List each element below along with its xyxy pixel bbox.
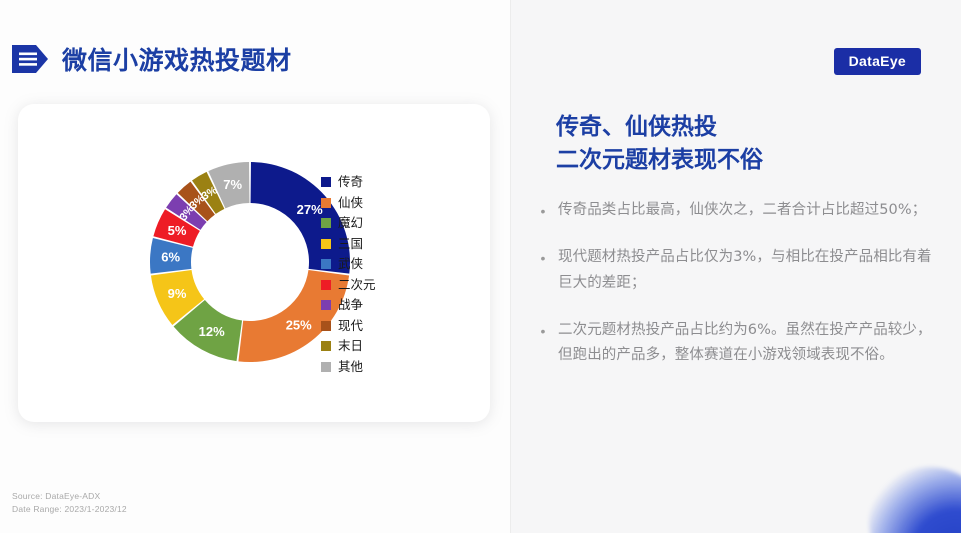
donut-slice-label: 5% [168, 223, 187, 238]
legend-item[interactable]: 其他 [321, 357, 431, 378]
panel-divider [510, 0, 511, 533]
insights-heading: 传奇、仙侠热投 二次元题材表现不俗 [556, 110, 763, 175]
legend-swatch-icon [321, 361, 331, 372]
legend-label: 传奇 [338, 174, 364, 189]
right-panel: DataEye 传奇、仙侠热投 二次元题材表现不俗 • 传奇品类占比最高，仙侠次之… [511, 0, 961, 533]
hamburger-badge-icon[interactable] [8, 37, 52, 81]
footnote-date-range: Date Range: 2023/1-2023/12 [12, 503, 127, 514]
slide-header: 微信小游戏热投题材 [0, 34, 292, 84]
legend-item[interactable]: 三国 [321, 234, 431, 255]
legend-label: 二次元 [338, 276, 376, 292]
donut-slice-label: 9% [168, 286, 187, 301]
donut-slice[interactable] [177, 181, 215, 222]
legend-label: 魔幻 [338, 215, 364, 230]
bullet-marker-icon: • [540, 203, 546, 219]
insight-bullet-text: 传奇品类占比最高，仙侠次之，二者合计占比超过50%； [558, 202, 927, 218]
legend-swatch-icon [321, 259, 331, 270]
donut-slice[interactable] [153, 209, 200, 247]
legend-item[interactable]: 末日 [321, 336, 431, 357]
donut-slice[interactable] [208, 162, 250, 209]
legend-label: 末日 [338, 338, 364, 353]
legend-item[interactable]: 战争 [321, 295, 431, 316]
legend-item[interactable]: 武侠 [321, 254, 431, 275]
legend-item[interactable]: 传奇 [321, 172, 431, 193]
insight-bullet-text: 现代题材热投产品占比仅为3%，与相比在投产品相比有着巨大的差距； [558, 249, 932, 291]
left-panel: 微信小游戏热投题材 27% 25% 12% 9% 6% 5% 3% 3% 3% 7% 传奇 仙侠 魔幻… [0, 34, 490, 516]
legend-swatch-icon [321, 300, 331, 311]
donut-slice-label: 27% [297, 202, 323, 217]
donut-slice[interactable] [166, 194, 207, 230]
legend-swatch-icon [321, 177, 331, 188]
legend-item[interactable]: 二次元 [321, 275, 431, 296]
donut-slice-label: 7% [223, 177, 242, 192]
insights-heading-line-1: 传奇、仙侠热投 [556, 113, 717, 139]
donut-slice[interactable] [192, 171, 225, 214]
legend-swatch-icon [321, 238, 331, 249]
bullet-marker-icon: • [540, 250, 546, 266]
legend-swatch-icon [321, 279, 331, 290]
donut-slice-label: 25% [286, 317, 312, 332]
legend-item[interactable]: 现代 [321, 316, 431, 337]
legend-swatch-icon [321, 341, 331, 352]
donut-slice[interactable] [173, 300, 243, 362]
legend-label: 武侠 [338, 256, 364, 271]
donut-slice-label: 12% [199, 324, 225, 339]
legend-item[interactable]: 仙侠 [321, 193, 431, 214]
bullet-marker-icon: • [540, 322, 546, 339]
chart-footnote: Source: DataEye-ADX Date Range: 2023/1-2… [12, 490, 127, 516]
legend-swatch-icon [321, 218, 331, 229]
insight-bullet: • 现代题材热投产品占比仅为3%，与相比在投产品相比有着巨大的差距； [528, 245, 940, 297]
legend-label: 其他 [338, 358, 364, 374]
dataeye-logo: DataEye [833, 48, 921, 75]
donut-slice[interactable] [150, 269, 205, 325]
insights-heading-line-2: 二次元题材表现不俗 [556, 145, 763, 172]
legend-label: 仙侠 [338, 194, 364, 210]
legend-label: 现代 [338, 317, 364, 333]
legend-swatch-icon [321, 320, 331, 331]
legend-label: 三国 [338, 235, 364, 251]
insight-bullet: • 二次元题材热投产品占比约为6%。虽然在投产产品较少，但跑出的产品多，整体赛道在… [528, 318, 940, 370]
page-title: 微信小游戏热投题材 [62, 47, 292, 75]
donut-slice-label: 6% [161, 250, 180, 265]
insights-bullet-list: • 传奇品类占比最高，仙侠次之，二者合计占比超过50%； • 现代题材热投产品占比仅为… [528, 198, 940, 390]
footnote-source: Source: DataEye-ADX [12, 491, 101, 501]
legend-item[interactable]: 魔幻 [321, 213, 431, 234]
chart-card: 27% 25% 12% 9% 6% 5% 3% 3% 3% 7% 传奇 仙侠 魔幻 三国 武侠 二次元 战争现… [18, 104, 490, 422]
insight-bullet-text: 二次元题材热投产品占比约为6%。虽然在投产产品较少，但跑出的产品多，整体赛道在小… [558, 321, 932, 364]
insight-bullet: • 传奇品类占比最高，仙侠次之，二者合计占比超过50%； [528, 198, 940, 224]
corner-decoration [869, 467, 961, 533]
chart-legend: 传奇仙侠魔幻三国武侠二次元战争现代末日其他 [321, 172, 431, 377]
legend-label: 战争 [338, 297, 364, 312]
legend-swatch-icon [321, 197, 331, 208]
donut-slice[interactable] [150, 238, 193, 274]
donut-slice[interactable] [238, 269, 350, 362]
